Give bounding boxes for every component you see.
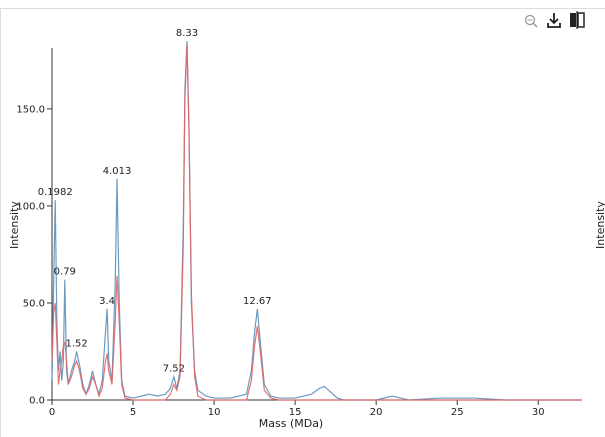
x-tick-label: 15 — [289, 407, 302, 418]
series-line — [51, 44, 582, 401]
x-tick-label: 5 — [130, 407, 136, 418]
peak-label: 0.79 — [54, 267, 76, 278]
x-tick-label: 30 — [532, 407, 545, 418]
x-axis-title: Mass (MDa) — [259, 417, 323, 430]
peak-label: 7.52 — [163, 364, 185, 375]
y-tick-label: 0.0 — [29, 396, 45, 407]
y2-axis-title: Intensity — [594, 201, 605, 249]
peak-label: 0.1982 — [38, 187, 73, 198]
compare-icon[interactable] — [570, 11, 585, 29]
series-line — [51, 40, 582, 401]
x-tick-label: 20 — [370, 407, 383, 418]
zoom-icon[interactable] — [524, 14, 538, 28]
peak-label: 12.67 — [243, 296, 272, 307]
x-tick-label: 0 — [49, 407, 55, 418]
y-tick-label: 150.0 — [16, 104, 45, 115]
download-icon[interactable] — [547, 13, 561, 28]
peak-label: 4.013 — [103, 166, 132, 177]
y-tick-label: 100.0 — [16, 201, 45, 212]
x-tick-label: 10 — [208, 407, 221, 418]
x-tick-label: 25 — [451, 407, 464, 418]
peak-label: 1.52 — [66, 338, 88, 349]
panel-frame — [0, 8, 605, 437]
y-axis-title: Intensity — [8, 201, 21, 249]
y-tick-label: 50.0 — [23, 298, 45, 309]
peak-label: 8.33 — [176, 28, 198, 39]
peak-label: 3.4 — [99, 296, 115, 307]
